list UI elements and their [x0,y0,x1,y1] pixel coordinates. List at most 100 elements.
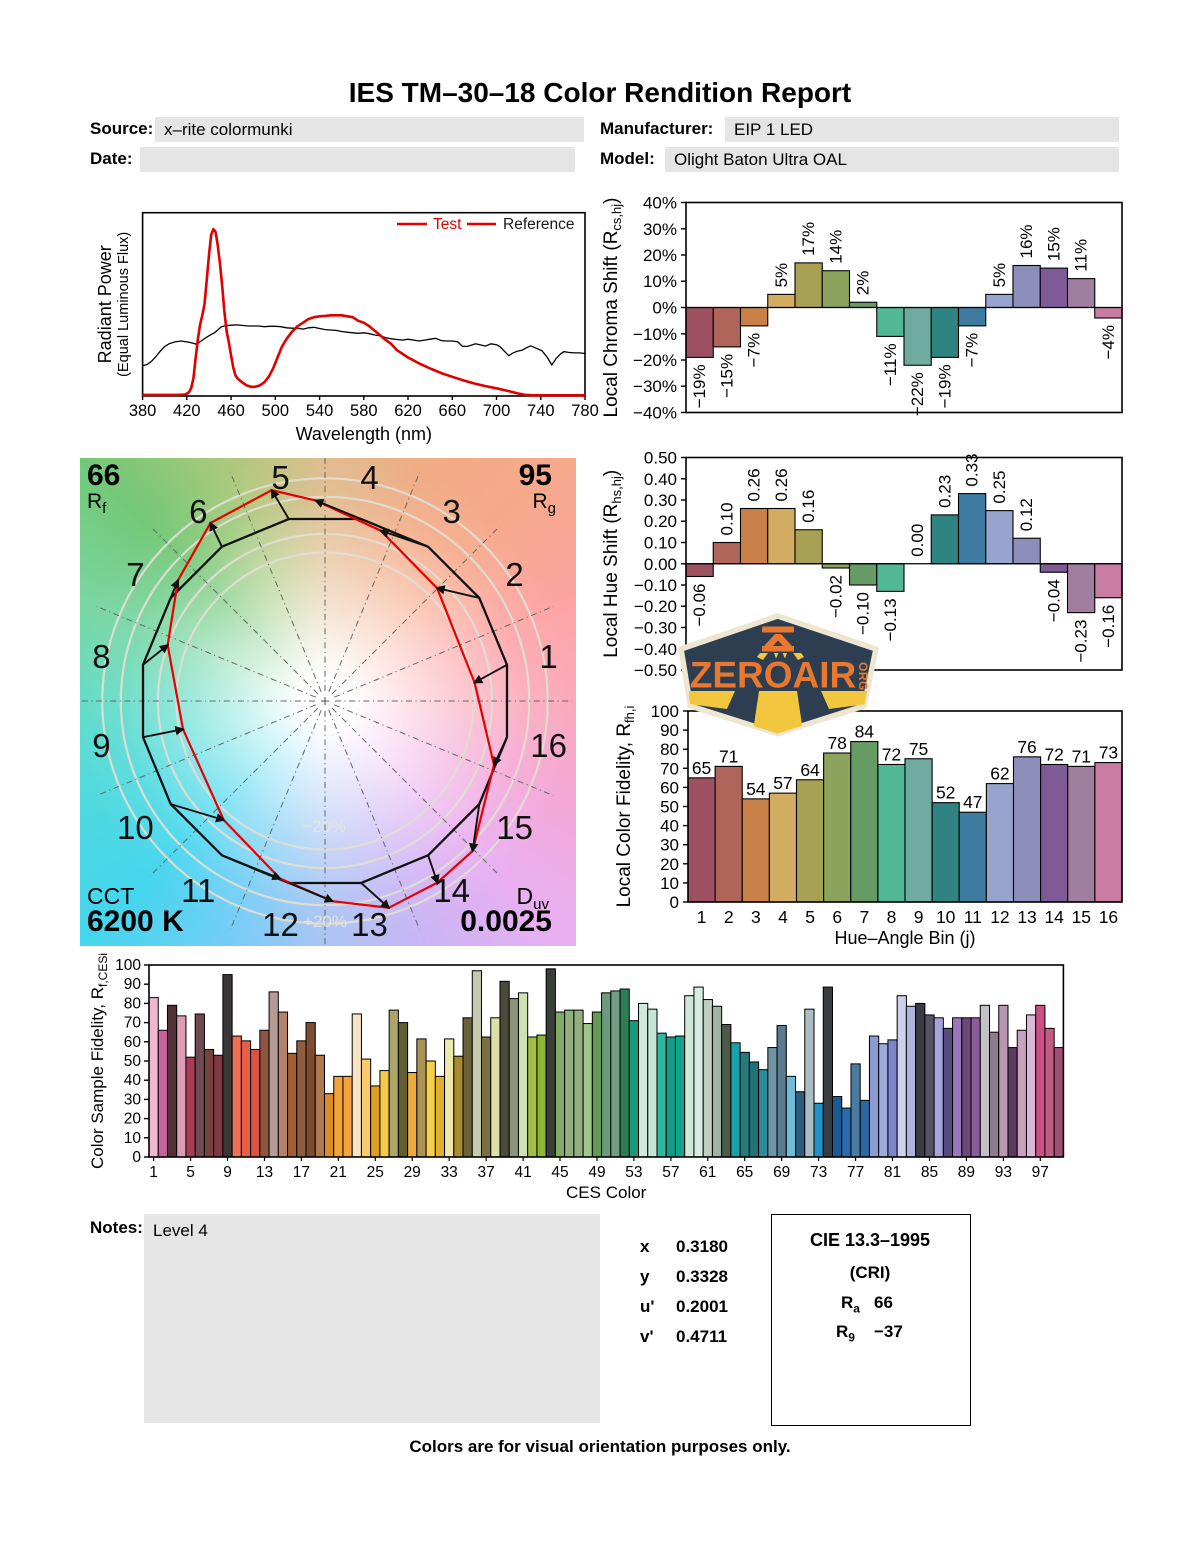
svg-text:3: 3 [751,907,761,927]
svg-text:14: 14 [433,872,470,909]
svg-text:11: 11 [964,907,982,927]
svg-text:Test: Test [433,216,462,233]
svg-text:0.40: 0.40 [644,470,677,489]
svg-text:57: 57 [662,1164,679,1181]
svg-text:0.10: 0.10 [717,502,736,535]
svg-text:Rf: Rf [87,490,107,517]
svg-text:0: 0 [670,893,679,912]
svg-text:81: 81 [884,1164,901,1181]
svg-text:57: 57 [773,773,792,793]
svg-text:20: 20 [124,1111,142,1128]
svg-text:−20%: −20% [633,351,677,370]
svg-text:10: 10 [936,907,956,927]
svg-text:3: 3 [443,493,461,530]
svg-text:10: 10 [124,1130,142,1147]
svg-text:62: 62 [990,764,1009,784]
svg-text:72: 72 [882,744,901,764]
svg-text:70: 70 [124,1015,142,1032]
svg-text:0.50: 0.50 [644,449,677,468]
svg-text:76: 76 [1017,737,1036,757]
svg-text:93: 93 [995,1164,1012,1181]
svg-text:−0.30: −0.30 [634,619,677,638]
svg-text:17%: 17% [799,222,818,256]
svg-text:16%: 16% [1017,224,1036,258]
svg-text:73: 73 [1099,743,1118,763]
svg-text:Radiant Power: Radiant Power [95,245,115,363]
svg-text:13: 13 [1017,907,1036,927]
svg-text:−0.16: −0.16 [1099,605,1118,648]
svg-text:−0.20: −0.20 [634,597,677,616]
svg-text:100: 100 [651,702,679,721]
svg-text:45: 45 [551,1164,568,1181]
svg-text:5: 5 [805,907,815,927]
svg-text:420: 420 [173,402,201,420]
svg-text:−22%: −22% [908,372,927,416]
svg-text:40%: 40% [643,194,677,213]
svg-text:0.10: 0.10 [644,534,677,553]
svg-text:72: 72 [1044,744,1063,764]
svg-text:Duv: Duv [517,883,550,913]
svg-text:−0.02: −0.02 [826,575,845,618]
svg-text:7: 7 [859,907,869,927]
svg-text:−15%: −15% [717,354,736,398]
svg-text:100: 100 [115,957,141,974]
svg-text:−11%: −11% [881,343,900,386]
svg-text:89: 89 [958,1164,975,1181]
svg-text:29: 29 [404,1164,421,1181]
svg-text:780: 780 [571,402,599,420]
svg-text:−0.10: −0.10 [634,576,677,595]
svg-text:12: 12 [990,907,1009,927]
svg-text:−0.40: −0.40 [634,640,677,659]
svg-text:580: 580 [350,402,378,420]
svg-text:ORG: ORG [856,662,870,691]
svg-text:65: 65 [692,758,711,778]
svg-text:700: 700 [483,402,511,420]
svg-text:0.12: 0.12 [1017,498,1036,531]
svg-text:16: 16 [1099,907,1118,927]
svg-text:Local Chroma Shift (Rcs,hj): Local Chroma Shift (Rcs,hj) [601,198,624,418]
svg-text:0.00: 0.00 [644,555,677,574]
svg-text:−10%: −10% [633,325,677,344]
svg-text:71: 71 [719,746,738,766]
svg-text:71: 71 [1072,746,1091,766]
svg-text:15%: 15% [1044,227,1063,261]
svg-text:73: 73 [810,1164,827,1181]
svg-text:CCT: CCT [87,883,134,909]
svg-text:460: 460 [217,402,245,420]
svg-text:47: 47 [963,792,982,812]
svg-text:6: 6 [189,493,207,530]
svg-text:37: 37 [477,1164,494,1181]
svg-text:Hue–Angle Bin (j): Hue–Angle Bin (j) [834,928,975,948]
svg-text:16: 16 [530,727,567,764]
svg-text:0.26: 0.26 [745,468,764,501]
svg-text:2%: 2% [854,271,873,296]
svg-text:70: 70 [660,759,679,778]
svg-text:20: 20 [660,855,679,874]
svg-text:10: 10 [660,874,679,893]
svg-text:4: 4 [360,459,378,496]
svg-text:25: 25 [367,1164,384,1181]
svg-text:−0.10: −0.10 [854,592,873,635]
svg-text:53: 53 [625,1164,642,1181]
svg-text:15: 15 [496,809,533,846]
svg-text:8: 8 [887,907,897,927]
svg-text:0: 0 [132,1149,141,1166]
svg-text:54: 54 [746,779,766,799]
svg-text:+20%: +20% [303,912,347,931]
svg-text:0.26: 0.26 [772,468,791,501]
svg-text:−40%: −40% [633,404,677,423]
svg-text:0.00: 0.00 [908,524,927,557]
svg-text:13: 13 [351,906,388,943]
svg-text:2: 2 [505,556,523,593]
svg-text:9: 9 [223,1164,232,1181]
svg-text:20%: 20% [643,246,677,265]
svg-text:80: 80 [124,995,142,1012]
svg-text:11%: 11% [1072,239,1091,272]
svg-text:17: 17 [293,1164,310,1181]
svg-text:80: 80 [660,740,679,759]
svg-text:−30%: −30% [633,377,677,396]
svg-text:0%: 0% [652,299,677,318]
svg-text:14%: 14% [826,230,845,264]
svg-text:−19%: −19% [690,364,709,408]
svg-text:Color Sample Fidelity, Rf,CESi: Color Sample Fidelity, Rf,CESi [88,953,110,1169]
